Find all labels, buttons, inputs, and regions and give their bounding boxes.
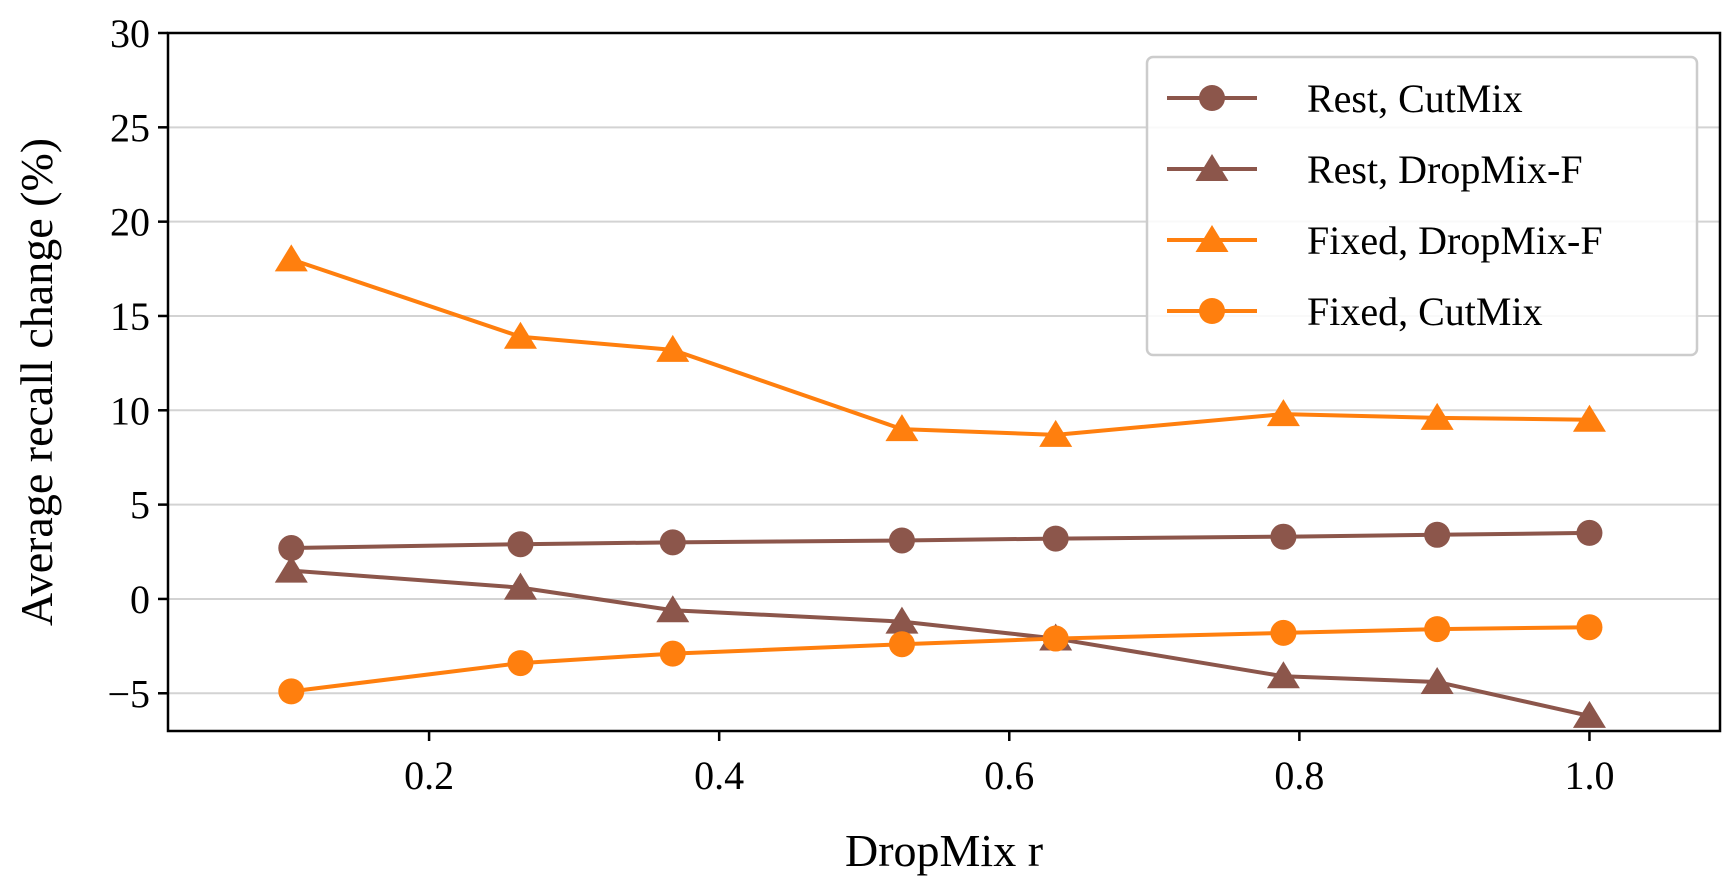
series-fixed-dropmix-f bbox=[274, 244, 1606, 447]
data-point bbox=[1424, 521, 1451, 548]
y-tick-label: 25 bbox=[110, 105, 150, 150]
legend-swatch-marker bbox=[1199, 85, 1225, 111]
data-point bbox=[659, 529, 686, 556]
legend-item: Rest, DropMix-F bbox=[1167, 147, 1583, 192]
series-line-fixed-cutmix bbox=[291, 625, 1590, 694]
x-tick-label: 0.2 bbox=[404, 753, 454, 798]
data-point bbox=[503, 572, 537, 600]
series-rest-dropmix-f bbox=[274, 555, 1606, 728]
data-point bbox=[507, 531, 534, 558]
y-axis-label: Average recall change (%) bbox=[11, 138, 62, 626]
y-tick-label: −5 bbox=[107, 671, 150, 716]
data-point bbox=[507, 650, 534, 677]
data-point bbox=[274, 244, 308, 272]
data-point bbox=[656, 595, 690, 623]
ticks-layer: −5 0 5 10 15 20 25 30 0.2 0.4 0.6 0.8 1.0 bbox=[107, 11, 1614, 798]
y-tick-label: 0 bbox=[130, 577, 150, 622]
legend: Rest, CutMix Rest, DropMix-F Fixed, DropMi… bbox=[1145, 55, 1699, 357]
data-point bbox=[1572, 404, 1606, 432]
series-line-fixed-dropmix-f bbox=[290, 257, 1590, 437]
data-point bbox=[1572, 700, 1606, 728]
data-point bbox=[274, 555, 308, 583]
legend-item: Fixed, CutMix bbox=[1167, 289, 1543, 334]
x-tick-label: 1.0 bbox=[1564, 753, 1614, 798]
series-line-rest-dropmix-f bbox=[291, 568, 1590, 718]
x-tick-label: 0.4 bbox=[694, 753, 744, 798]
data-point bbox=[1039, 419, 1073, 447]
data-point bbox=[656, 334, 690, 362]
series-line-rest-cutmix bbox=[291, 530, 1590, 551]
legend-label: Rest, DropMix-F bbox=[1307, 147, 1583, 192]
x-axis-label: DropMix r bbox=[845, 825, 1043, 876]
plot-frame bbox=[166, 31, 1722, 733]
data-point bbox=[1576, 614, 1603, 641]
data-point bbox=[278, 678, 305, 705]
data-point bbox=[885, 414, 919, 442]
legend-label: Fixed, DropMix-F bbox=[1307, 218, 1603, 263]
data-point bbox=[1266, 399, 1300, 427]
legend-swatch-marker bbox=[1199, 298, 1225, 324]
data-point bbox=[278, 535, 305, 562]
y-tick-label: 10 bbox=[110, 388, 150, 433]
data-point bbox=[1270, 619, 1297, 646]
y-tick-label: 30 bbox=[110, 11, 150, 56]
legend-label: Fixed, CutMix bbox=[1307, 289, 1543, 334]
data-point bbox=[1576, 519, 1603, 546]
legend-item: Rest, CutMix bbox=[1167, 76, 1523, 121]
series-layer bbox=[274, 244, 1606, 728]
gridlines bbox=[168, 32, 1720, 695]
data-point bbox=[888, 631, 915, 658]
y-tick-label: 5 bbox=[130, 483, 150, 528]
data-point bbox=[1270, 523, 1297, 550]
data-point bbox=[888, 527, 915, 554]
data-point bbox=[1424, 616, 1451, 643]
legend-swatch-marker bbox=[1195, 225, 1229, 252]
data-point bbox=[1420, 666, 1454, 694]
data-point bbox=[885, 606, 919, 634]
data-point bbox=[1042, 625, 1069, 652]
x-tick-label: 0.6 bbox=[984, 753, 1034, 798]
y-tick-label: 15 bbox=[110, 294, 150, 339]
data-point bbox=[1420, 402, 1454, 430]
series-rest-cutmix bbox=[278, 519, 1603, 562]
legend-frame bbox=[1145, 55, 1699, 357]
legend-swatch-marker bbox=[1195, 154, 1229, 181]
legend-item: Fixed, DropMix-F bbox=[1167, 218, 1603, 263]
x-tick-label: 0.8 bbox=[1274, 753, 1324, 798]
series-fixed-cutmix bbox=[278, 614, 1603, 705]
data-point bbox=[503, 321, 537, 349]
y-tick-label: 20 bbox=[110, 200, 150, 245]
data-point bbox=[1042, 525, 1069, 552]
data-point bbox=[1266, 661, 1300, 689]
data-point bbox=[659, 640, 686, 667]
legend-label: Rest, CutMix bbox=[1307, 76, 1523, 121]
